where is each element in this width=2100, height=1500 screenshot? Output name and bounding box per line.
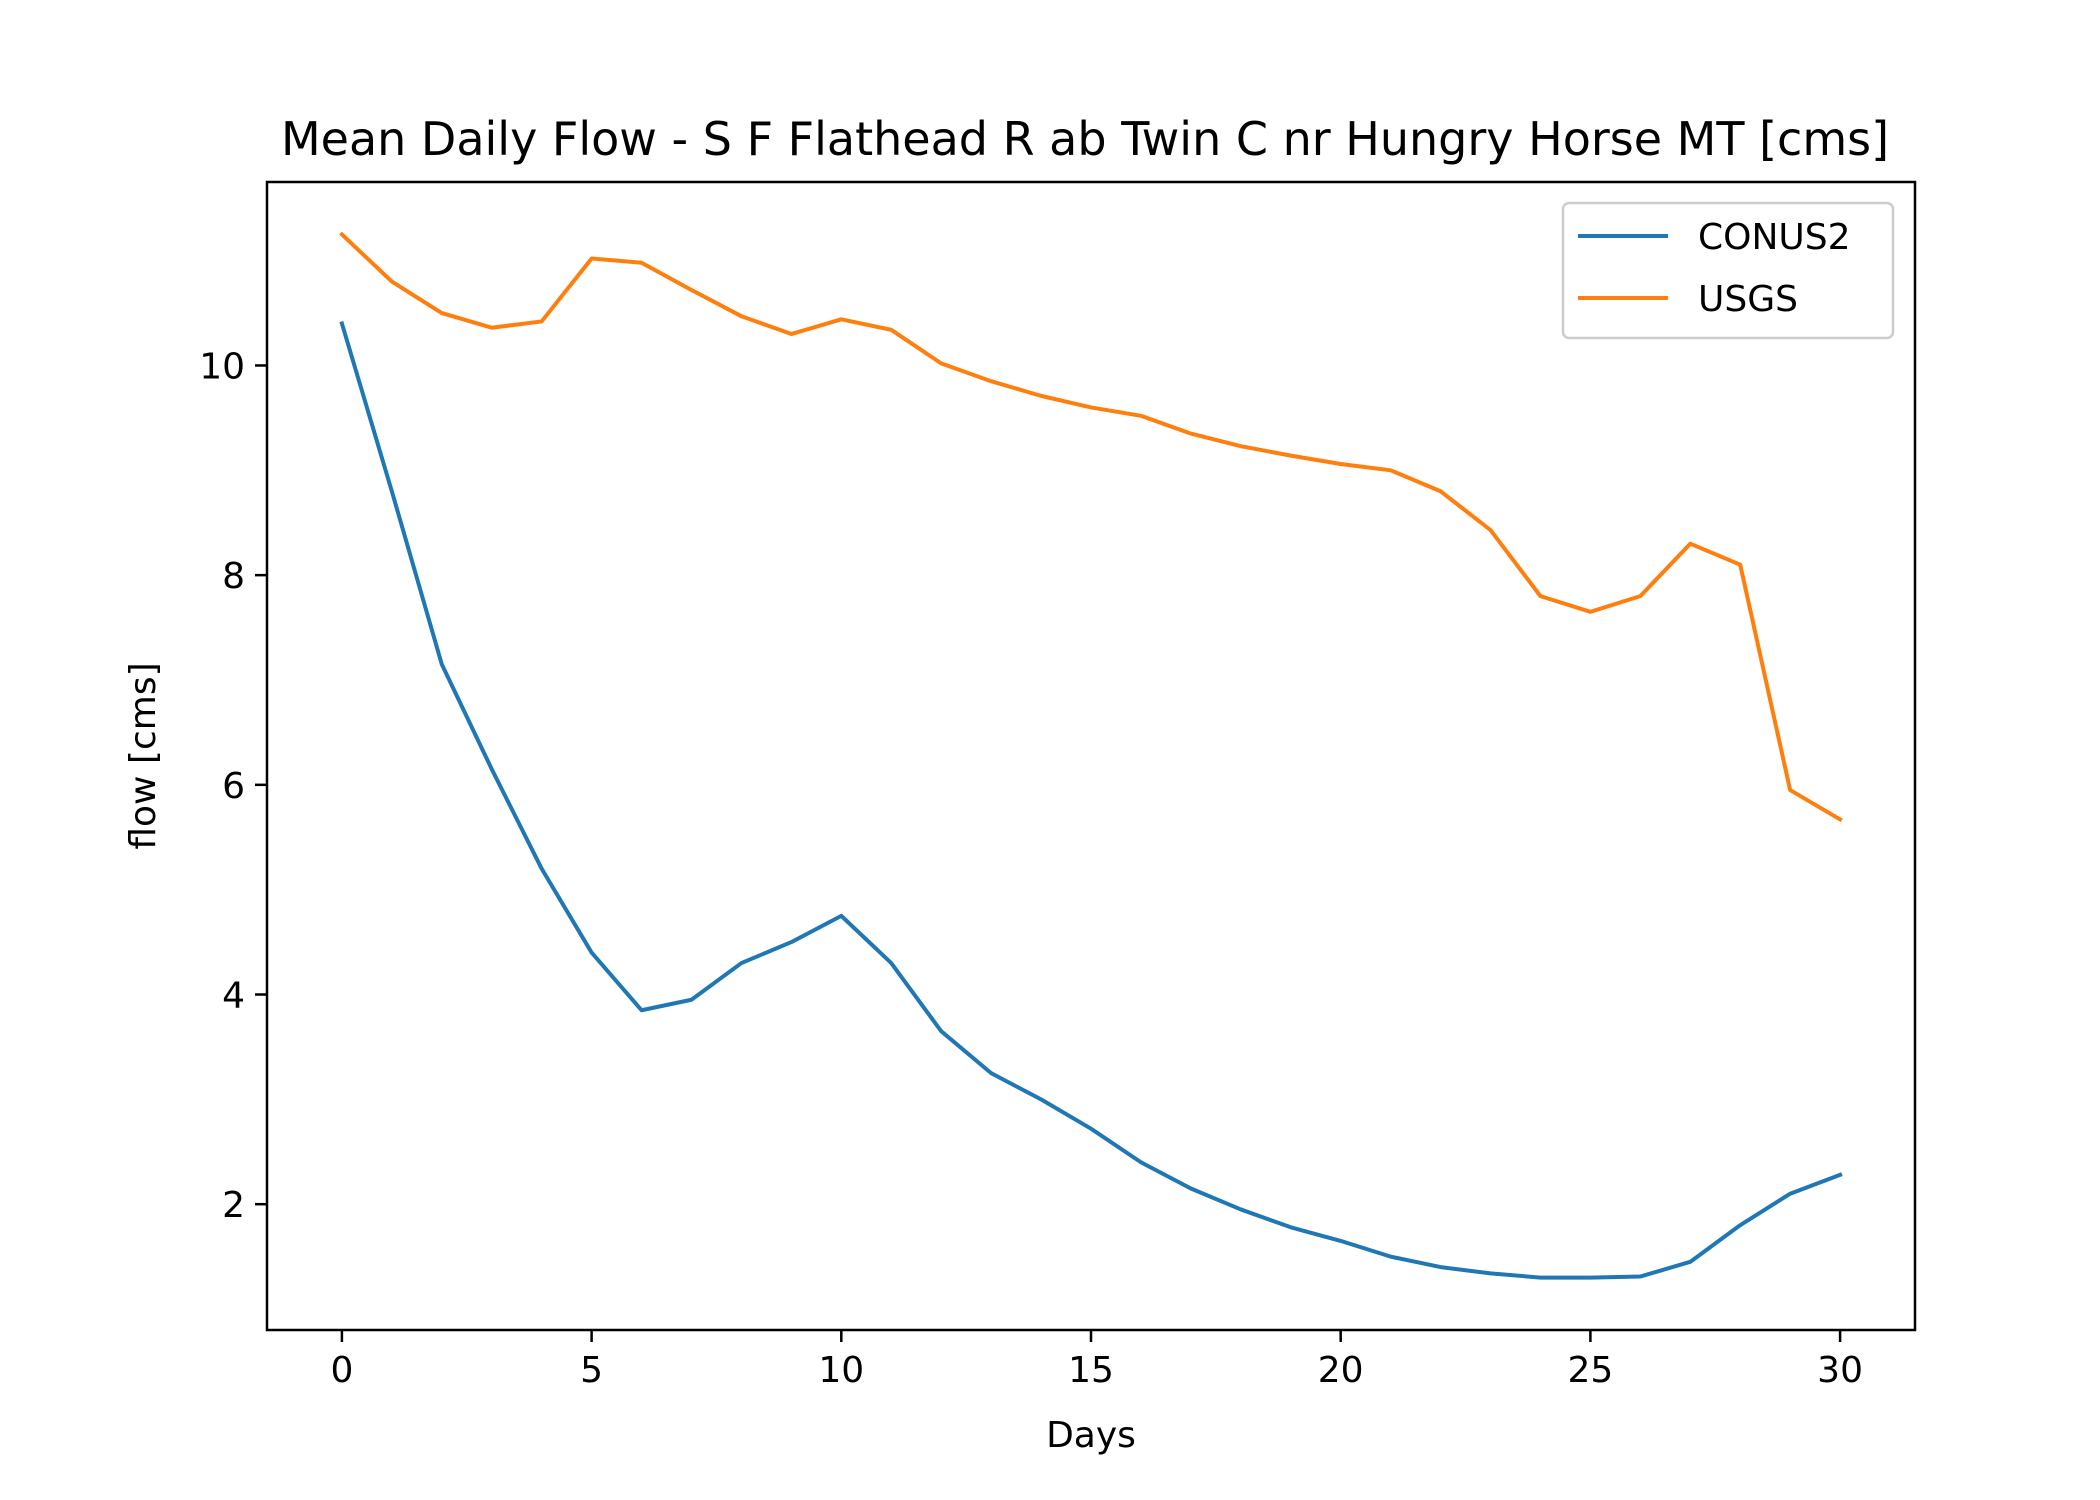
y-tick-label: 8 xyxy=(222,556,245,597)
chart-title: Mean Daily Flow - S F Flathead R ab Twin… xyxy=(281,112,1889,166)
y-axis-label: flow [cms] xyxy=(123,662,164,849)
x-tick-label: 5 xyxy=(580,1350,603,1391)
x-tick-label: 25 xyxy=(1567,1350,1613,1391)
legend-label-conus2: CONUS2 xyxy=(1698,217,1851,258)
legend-label-usgs: USGS xyxy=(1698,279,1798,320)
x-axis-label: Days xyxy=(1046,1415,1136,1456)
x-tick-label: 0 xyxy=(330,1350,353,1391)
y-tick-label: 2 xyxy=(222,1185,245,1226)
x-tick-label: 30 xyxy=(1817,1350,1863,1391)
plot-area xyxy=(339,231,1843,1280)
x-tick-label: 15 xyxy=(1068,1350,1114,1391)
y-tick-label: 6 xyxy=(222,766,245,807)
legend: CONUS2 USGS xyxy=(1561,201,1895,340)
series-line-conus2 xyxy=(339,321,1843,1280)
x-tick-label: 20 xyxy=(1318,1350,1364,1391)
axis-ticks: 0 5 10 15 20 25 30 2 4 6 8 10 xyxy=(199,346,1863,1391)
y-tick-label: 4 xyxy=(222,976,245,1017)
y-tick-label: 10 xyxy=(199,346,245,387)
plot-frame xyxy=(265,180,1917,1332)
x-tick-label: 10 xyxy=(818,1350,864,1391)
